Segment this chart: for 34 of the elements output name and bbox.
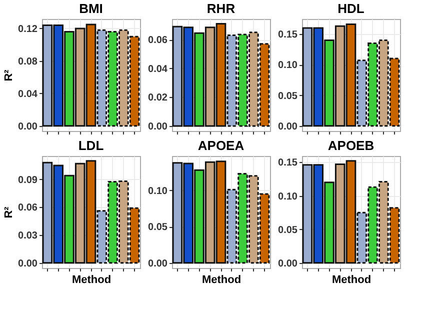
y-tick-label: 0.00 (148, 258, 168, 270)
y-axis-title: R² (3, 69, 16, 82)
chart-title: BMI (79, 1, 103, 16)
y-tick-label: 0.05 (148, 222, 168, 234)
y-tick-label: 0.00 (18, 258, 38, 270)
y-axis-title: R² (3, 206, 16, 218)
y-tick-label: 0.04 (18, 88, 38, 100)
y-tick-label: 0.15 (278, 158, 298, 169)
y-tick-label: 0.10 (148, 186, 168, 197)
chart-title: HDL (338, 1, 364, 16)
chart-title: APOEA (198, 138, 245, 153)
x-axis-title: Method (72, 274, 112, 286)
y-tick-label: 0.02 (148, 92, 168, 104)
y-tick-label: 0.08 (18, 56, 38, 68)
chart-title: RHR (206, 1, 236, 16)
y-tick-label: 0.15 (278, 30, 298, 41)
y-tick-label: 0.05 (278, 224, 298, 236)
chart-title: LDL (78, 138, 104, 153)
y-tick-label: 0.10 (278, 60, 298, 72)
y-tick-label: 0.06 (148, 35, 168, 46)
y-tick-label: 0.10 (278, 191, 298, 202)
y-tick-label: 0.12 (18, 24, 38, 35)
y-tick-label: 0.03 (18, 230, 38, 242)
y-tick-label: 0.09 (18, 174, 38, 186)
y-tick-label: 0.00 (278, 121, 298, 132)
y-tick-label: 0.06 (18, 202, 38, 214)
y-tick-label: 0.04 (148, 64, 168, 75)
y-tick-label: 0.00 (18, 121, 38, 132)
y-tick-label: 0.00 (278, 258, 298, 270)
x-axis-title: Method (202, 274, 242, 286)
y-tick-label: 0.00 (148, 121, 168, 132)
x-axis-title: Method (332, 274, 372, 286)
y-tick-label: 0.05 (278, 90, 298, 102)
chart-title: APOEB (328, 138, 374, 153)
